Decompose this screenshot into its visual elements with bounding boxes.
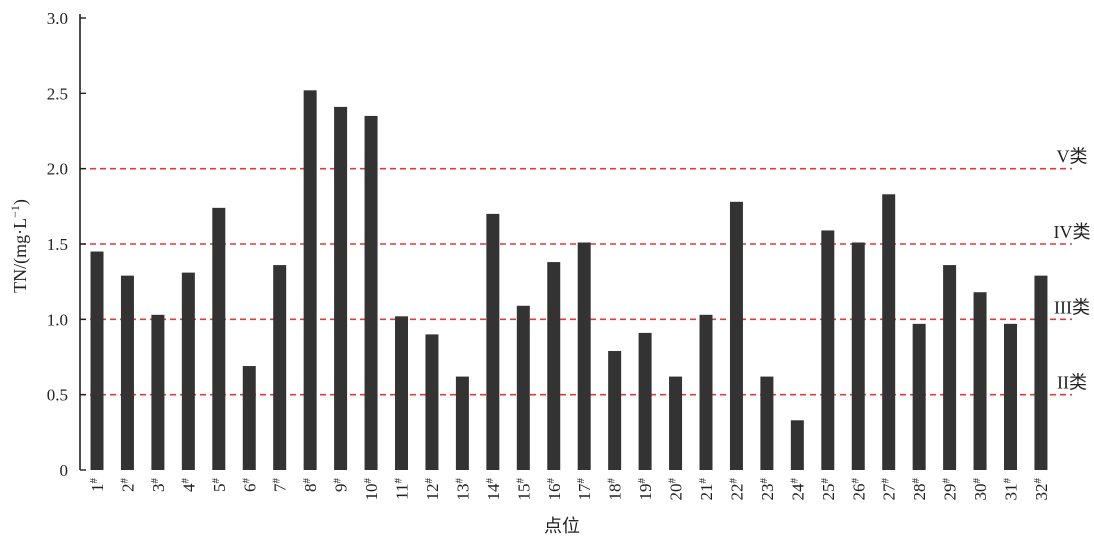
- x-tick-label: 17#: [575, 478, 594, 501]
- bar: [364, 115, 378, 470]
- bar: [638, 332, 652, 470]
- x-tick-label: 26#: [849, 478, 868, 501]
- x-tick-label: 23#: [758, 478, 777, 501]
- bar: [821, 230, 835, 470]
- x-tick-label: 22#: [727, 478, 746, 501]
- bar: [486, 213, 500, 470]
- x-tick-label: 32#: [1032, 478, 1051, 501]
- y-axis-title-main: TN/(mg·L: [10, 218, 31, 293]
- bar: [334, 106, 348, 470]
- bar: [516, 305, 530, 470]
- y-tick-label: 2.0: [47, 160, 68, 179]
- x-tick-label: 7#: [271, 478, 290, 493]
- y-tick-label: 0.5: [47, 386, 68, 405]
- y-axis-title-end: ): [10, 199, 31, 205]
- x-tick-label: 8#: [301, 478, 320, 493]
- x-tick-label: 12#: [423, 478, 442, 501]
- x-tick-label: 24#: [788, 478, 807, 501]
- x-tick-label: 31#: [1002, 478, 1021, 501]
- bar: [455, 376, 469, 470]
- bar: [577, 242, 591, 470]
- x-tick-label: 16#: [545, 478, 564, 501]
- bar: [273, 265, 287, 470]
- bar: [425, 334, 439, 470]
- x-tick-label: 28#: [910, 478, 929, 501]
- bar: [729, 201, 743, 470]
- bar: [973, 292, 987, 470]
- bar: [1004, 323, 1017, 470]
- y-axis-title: TN/(mg·L−1): [8, 199, 31, 293]
- x-tick-label: 1#: [88, 478, 107, 493]
- x-tick-label: 14#: [484, 478, 503, 501]
- x-tick-label: 6#: [240, 478, 259, 493]
- x-tick-label: 3#: [149, 478, 168, 493]
- x-tick-label: 27#: [880, 478, 899, 501]
- bar: [90, 251, 104, 470]
- x-tick-label: 2#: [118, 478, 137, 493]
- bar: [212, 207, 226, 470]
- x-tick-label: 9#: [332, 478, 351, 493]
- y-tick-label: 1.0: [47, 310, 68, 329]
- x-tick-label: 15#: [514, 478, 533, 501]
- bars: [90, 90, 1048, 470]
- bar: [151, 314, 165, 470]
- y-tick-label: 2.5: [47, 84, 68, 103]
- reference-label: IV类: [1054, 222, 1091, 242]
- reference-labels: V类 IV类 III类 II类: [1054, 147, 1091, 393]
- y-tick-label: 1.5: [47, 235, 68, 254]
- x-tick-label: 25#: [819, 478, 838, 501]
- reference-label: V类: [1057, 147, 1088, 167]
- x-tick-label: 21#: [697, 478, 716, 501]
- bar: [851, 242, 865, 470]
- y-tick-label: 3.0: [47, 9, 68, 28]
- bar: [790, 420, 804, 470]
- y-axis-title-sup: −1: [8, 205, 22, 218]
- x-tick-labels: 1# 2# 3# 4# 5# 6# 7# 8# 9# 10# 11# 12# 13# 14# 15# 16# 1…: [88, 478, 1051, 501]
- bar: [943, 265, 957, 470]
- x-tick-label: 5#: [210, 478, 229, 493]
- x-tick-label: 18#: [606, 478, 625, 501]
- x-tick-label: 4#: [179, 478, 198, 493]
- bar: [181, 272, 195, 470]
- reference-label: III类: [1054, 297, 1090, 317]
- x-tick-label: 20#: [667, 478, 686, 501]
- x-tick-label: 11#: [393, 478, 412, 500]
- bar: [547, 262, 561, 470]
- x-tick-label: 13#: [453, 478, 472, 501]
- x-tick-label: 10#: [362, 478, 381, 501]
- x-axis-title: 点位: [544, 516, 580, 536]
- y-axis: 0 0.5 1.0 1.5 2.0 2.5 3.0: [47, 9, 86, 480]
- bar: [669, 376, 683, 470]
- x-tick-label: 29#: [941, 478, 960, 501]
- bar: [242, 366, 256, 470]
- bar: [760, 376, 774, 470]
- bar: [1034, 275, 1048, 470]
- bar: [699, 314, 713, 470]
- bar: [395, 316, 408, 470]
- y-tick-label: 0: [60, 461, 69, 480]
- reference-label: II类: [1057, 373, 1087, 393]
- bar: [882, 194, 896, 470]
- x-tick-label: 30#: [971, 478, 990, 501]
- bar: [120, 275, 134, 470]
- x-tick-label: 19#: [636, 478, 655, 501]
- bar: [912, 323, 926, 470]
- bar: [608, 350, 622, 470]
- bar: [303, 90, 317, 470]
